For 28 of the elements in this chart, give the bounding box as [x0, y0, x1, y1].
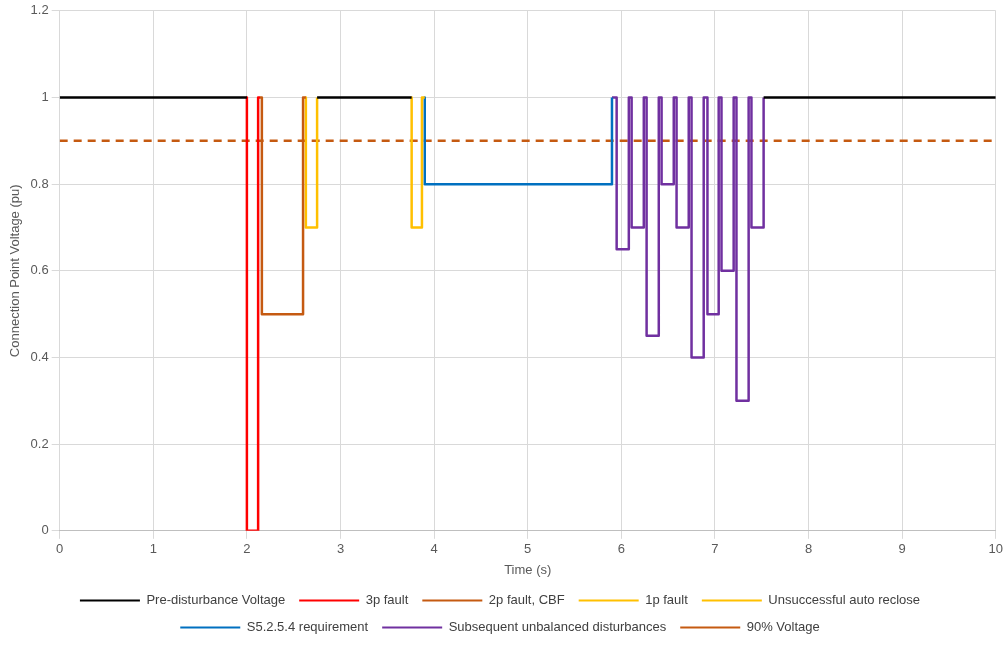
y-tick-label: 0.4 — [30, 349, 49, 365]
legend-label: Unsuccessful auto reclose — [768, 592, 921, 608]
y-axis-title: Connection Point Voltage (pu) — [7, 184, 23, 358]
legend-label: Pre-disturbance Voltage — [146, 592, 286, 608]
legend-label: 90% Voltage — [746, 619, 820, 635]
legend-label: S5.2.5.4 requirement — [246, 619, 369, 635]
x-tick-label: 3 — [336, 541, 345, 557]
x-tick-label: 2 — [243, 541, 251, 557]
legend-label: 3p fault — [365, 592, 409, 608]
legend-label: Subsequent unbalanced disturbances — [448, 619, 667, 635]
x-tick-label: 8 — [804, 541, 813, 557]
x-tick-label: 1 — [149, 541, 157, 557]
x-tick-label: 10 — [988, 541, 1003, 557]
y-tick-label: 0.8 — [30, 175, 49, 191]
x-tick-label: 9 — [898, 541, 906, 557]
x-tick-label: 5 — [524, 541, 532, 557]
y-tick-label: 0 — [41, 522, 49, 538]
x-axis-title: Time (s) — [504, 561, 552, 577]
x-tick-label: 7 — [711, 541, 719, 557]
y-tick-label: 1 — [41, 89, 49, 105]
y-tick-label: 0.2 — [30, 435, 49, 451]
legend-label: 1p fault — [645, 592, 689, 608]
x-tick-label: 0 — [56, 541, 64, 557]
legend-label: 2p fault, CBF — [488, 592, 565, 608]
y-tick-label: 0.6 — [30, 262, 49, 278]
y-tick-label: 1.2 — [30, 2, 49, 18]
x-tick-label: 4 — [430, 541, 438, 557]
x-tick-label: 6 — [617, 541, 625, 557]
